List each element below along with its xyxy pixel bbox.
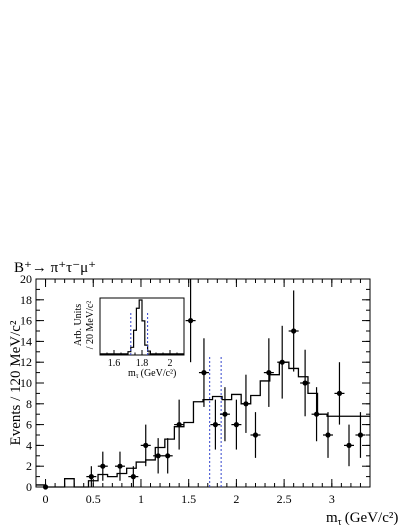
y-tick-label: 18 [20, 293, 32, 307]
x-tick-label: 2.5 [277, 492, 292, 506]
chart-title: B⁺→ π⁺τ⁻μ⁺ [14, 260, 96, 276]
inset-plot: mτ (GeV/c²) 1.6 1.8 2 Arb. Units/ 20 MeV/c² [73, 297, 185, 380]
y-tick-label: 8 [26, 397, 32, 411]
data-point [201, 370, 207, 376]
y-tick-label: 6 [26, 418, 32, 432]
data-point [88, 474, 94, 480]
data-point [291, 328, 297, 334]
data-point [252, 432, 259, 438]
y-axis-title: Events / 120 MeV/c² [8, 320, 24, 445]
x-tick-label: 0.5 [86, 492, 101, 506]
y-tick-label: 12 [20, 355, 32, 369]
x-tick-label: 1 [138, 492, 144, 506]
inset-y-axis-title-line1: Arb. Units [73, 304, 84, 346]
data-point [212, 422, 219, 428]
data-point [130, 474, 136, 480]
x-tick-label: 3 [329, 492, 335, 506]
data-point [165, 453, 171, 459]
data-point [313, 411, 320, 417]
data-point [222, 411, 228, 417]
data-point [155, 453, 161, 459]
data-point [346, 442, 352, 448]
data-point [279, 359, 285, 365]
inset-y-axis-title-line2: / 20 MeV/c² [85, 301, 96, 350]
inset-x-axis-title: mτ (GeV/c²) [128, 368, 176, 380]
data-point [100, 463, 106, 469]
data-point [117, 463, 123, 469]
y-tick-label: 2 [26, 459, 32, 473]
data-point [266, 370, 272, 376]
data-point [143, 442, 149, 448]
y-tick-label: 20 [20, 272, 32, 286]
inset-x-tick-label: 1.8 [136, 358, 149, 369]
data-point [187, 318, 194, 324]
data-point [176, 422, 182, 428]
x-tick-label: 1.5 [181, 492, 196, 506]
y-tick-label: 16 [20, 314, 32, 328]
y-tick-label: 0 [26, 480, 32, 494]
data-point [243, 401, 249, 407]
model-histogram [36, 361, 370, 488]
y-tick-label: 4 [26, 438, 32, 452]
y-tick-label: 10 [20, 376, 32, 390]
inset-x-tick-label: 1.6 [108, 358, 121, 369]
data-point [325, 432, 331, 438]
x-tick-label: 2 [233, 492, 239, 506]
inset-x-tick-label: 2 [168, 358, 173, 369]
data-point [336, 390, 343, 396]
data-point [302, 380, 308, 386]
plot-area: 0 0.5 1 1.5 2 2.5 3 0 2 4 6 8 10 12 14 16 18 20 [20, 272, 371, 506]
x-tick-label: 0 [43, 492, 49, 506]
data-point [357, 432, 364, 438]
x-axis-title: mτ (GeV/c²) [326, 510, 398, 527]
y-tick-label: 14 [20, 334, 32, 348]
data-point [233, 422, 239, 428]
